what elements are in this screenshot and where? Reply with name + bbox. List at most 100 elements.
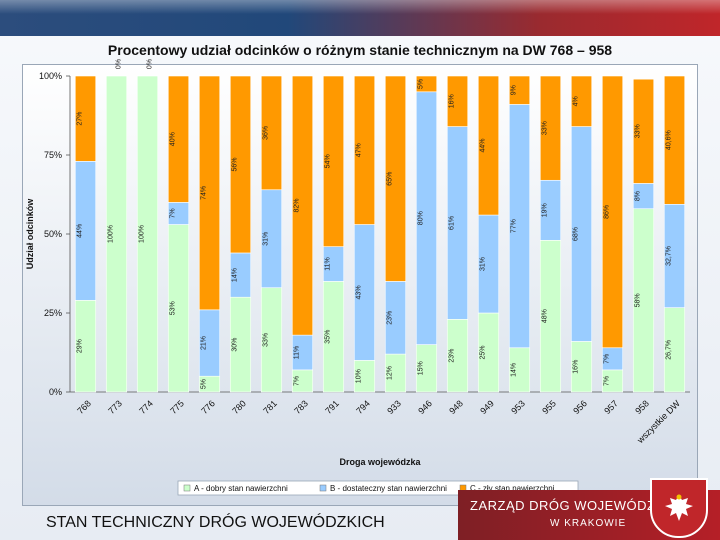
data-label: 7% <box>169 208 176 218</box>
x-tick-label: 781 <box>261 398 279 416</box>
legend-label: C - zły stan nawierzchni <box>470 484 555 493</box>
data-label: 32,7% <box>665 246 672 266</box>
bar-segment <box>632 78 655 184</box>
header-bar <box>0 0 720 36</box>
x-tick-label: 955 <box>540 398 558 416</box>
data-label: 14% <box>510 363 517 377</box>
data-label: 58% <box>634 293 641 307</box>
data-label: 29% <box>76 339 83 353</box>
bar-segment <box>415 75 438 93</box>
data-label: 48% <box>541 309 548 323</box>
eagle-icon <box>665 494 693 521</box>
x-tick-label: 946 <box>416 398 434 416</box>
data-label: 7% <box>293 376 300 386</box>
chart-title: Procentowy udział odcinków o różnym stan… <box>107 42 613 58</box>
bar-segment <box>477 75 500 216</box>
data-label: 86% <box>603 205 610 219</box>
y-tick-label: 100% <box>39 71 62 81</box>
bar-segment <box>446 75 469 127</box>
data-label: 5% <box>200 379 207 389</box>
data-label: 10% <box>355 369 362 383</box>
data-label: 16% <box>572 360 579 374</box>
y-axis-label: Udział odcinków <box>25 198 35 270</box>
data-label: 47% <box>355 143 362 157</box>
x-tick-label: 780 <box>230 398 248 416</box>
y-tick-label: 25% <box>44 308 62 318</box>
bar-segment <box>384 75 407 282</box>
data-label: 31% <box>479 257 486 271</box>
data-label: 74% <box>200 186 207 200</box>
org-city: W KRAKOWIE <box>550 518 627 529</box>
data-label: 82% <box>293 199 300 213</box>
data-label: 16% <box>448 94 455 108</box>
x-tick-label: 794 <box>354 398 372 416</box>
data-label: 43% <box>355 285 362 299</box>
x-tick-label: 768 <box>75 398 93 416</box>
x-tick-label: 774 <box>137 398 155 416</box>
data-label: 31% <box>262 232 269 246</box>
data-label: 53% <box>169 301 176 315</box>
data-label: 19% <box>541 203 548 217</box>
bar-segment <box>663 75 686 205</box>
coat-of-arms <box>650 478 708 538</box>
data-label: 7% <box>603 354 610 364</box>
x-tick-label: 948 <box>447 398 465 416</box>
bar-segment <box>105 75 128 393</box>
x-tick-label: 956 <box>571 398 589 416</box>
x-tick-label: 791 <box>323 398 341 416</box>
data-label: 33% <box>262 333 269 347</box>
footer-heading: STAN TECHNICZNY DRÓG WOJEWÓDZKICH <box>46 514 385 531</box>
data-label: 15% <box>417 361 424 375</box>
data-label: 14% <box>231 268 238 282</box>
data-label: 25% <box>479 345 486 359</box>
data-label: 12% <box>386 366 393 380</box>
x-tick-label: 933 <box>385 398 403 416</box>
bar-segment <box>508 75 531 105</box>
data-label: 44% <box>479 139 486 153</box>
data-label: 100% <box>107 225 114 243</box>
x-tick-label: 953 <box>509 398 527 416</box>
y-tick-label: 50% <box>44 229 62 239</box>
data-label: 36% <box>262 126 269 140</box>
bar-segment <box>260 75 283 191</box>
legend-swatch <box>183 484 191 492</box>
data-label: 0% <box>147 59 154 69</box>
x-tick-label: 773 <box>106 398 124 416</box>
legend-label: A - dobry stan nawierzchni <box>194 484 288 493</box>
data-label: 5% <box>417 79 424 89</box>
data-label: 33% <box>634 124 641 138</box>
data-label: 23% <box>386 311 393 325</box>
legend-label: B - dostateczny stan nawierzchni <box>330 484 447 493</box>
data-label: 11% <box>324 257 331 271</box>
bar-segment <box>291 75 314 336</box>
data-label: 100% <box>138 225 145 243</box>
data-label: 8% <box>634 191 641 201</box>
bar-segment <box>229 75 252 254</box>
x-tick-label: 783 <box>292 398 310 416</box>
x-tick-label: 958 <box>633 398 651 416</box>
data-label: 27% <box>76 112 83 126</box>
data-label: 40% <box>169 132 176 146</box>
x-tick-label: 957 <box>602 398 620 416</box>
data-label: 11% <box>293 346 300 360</box>
bar-segment <box>570 75 593 127</box>
bar-segment <box>74 75 97 162</box>
data-label: 7% <box>603 376 610 386</box>
data-label: 4% <box>572 96 579 106</box>
data-label: 44% <box>76 224 83 238</box>
bar-segment <box>198 75 221 311</box>
x-tick-label: 776 <box>199 398 217 416</box>
bar-segment <box>167 75 190 203</box>
bar-segment <box>601 75 624 349</box>
bar-segment <box>353 75 376 225</box>
data-label: 65% <box>386 172 393 186</box>
bar-segment <box>539 75 562 181</box>
data-label: 23% <box>448 349 455 363</box>
bar-segment <box>322 75 345 247</box>
data-label: 56% <box>231 157 238 171</box>
data-label: 77% <box>510 219 517 233</box>
data-label: 54% <box>324 154 331 168</box>
bar-segment <box>136 75 159 393</box>
data-label: 26,7% <box>665 340 672 360</box>
